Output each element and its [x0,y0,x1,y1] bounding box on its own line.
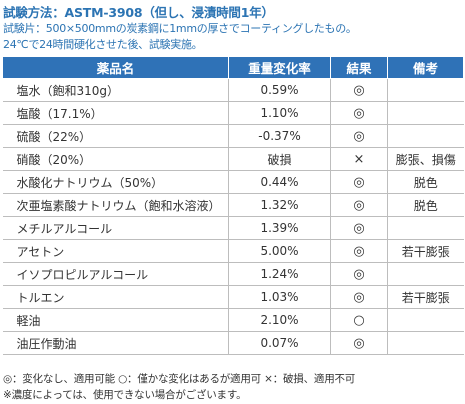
result-cell: ◎ [330,285,388,309]
weight-change-cell: 0.07% [228,331,331,355]
chemical-name-cell: 軽油 [2,308,229,332]
weight-change-cell: 1.03% [228,285,331,309]
remarks-cell: 脱色 [387,193,464,217]
weight-change-cell: 1.39% [228,216,331,240]
result-cell: ◎ [330,239,388,263]
remarks-cell [387,101,464,125]
remarks-cell [387,124,464,148]
weight-change-cell: 0.44% [228,170,331,194]
chemical-name-cell: イソプロピルアルコール [2,262,229,286]
weight-change-cell: 破損 [228,147,331,171]
chemical-name-cell: トルエン [2,285,229,309]
chemical-name-cell: 塩酸（17.1%） [2,101,229,125]
chemical-name-cell: アセトン [2,239,229,263]
table-row: 硫酸（22%） -0.37% ◎ [2,124,464,148]
column-header-weight-change: 重量変化率 [228,56,331,79]
table-row: 水酸化ナトリウム（50%） 0.44% ◎ 脱色 [2,170,464,194]
remarks-cell [387,331,464,355]
table-body: 塩水（飽和310g） 0.59% ◎ 塩酸（17.1%） 1.10% ◎ 硫酸（22%） -0… [2,78,464,355]
table-row: イソプロピルアルコール 1.24% ◎ [2,262,464,286]
column-header-result: 結果 [330,56,388,79]
chemical-name-cell: 油圧作動油 [2,331,229,355]
weight-change-cell: -0.37% [228,124,331,148]
chemical-resistance-table: 薬品名 重量変化率 結果 備考 塩水（飽和310g） 0.59% ◎ 塩酸（17.1%… [2,56,464,355]
chemical-name-cell: 硝酸（20%） [2,147,229,171]
chemical-name-cell: 次亜塩素酸ナトリウム（飽和水溶液） [2,193,229,217]
column-header-chemical: 薬品名 [2,56,229,79]
result-cell: ◎ [330,170,388,194]
result-legend: ◎：変化なし、適用可能 ○：僅かな変化はあるが適用可 ×：破損、適用不可 [3,373,356,385]
result-cell: ◎ [330,262,388,286]
column-header-remarks: 備考 [387,56,464,79]
weight-change-cell: 1.10% [228,101,331,125]
table-row: トルエン 1.03% ◎ 若干膨張 [2,285,464,309]
result-cell: ◎ [330,216,388,240]
result-cell: ○ [330,308,388,332]
result-cell: ◎ [330,331,388,355]
result-cell: ◎ [330,78,388,102]
weight-change-cell: 5.00% [228,239,331,263]
remarks-cell: 若干膨張 [387,285,464,309]
test-method-title: 試験方法：ASTM-3908（但し、浸漬時間1年） [3,5,274,20]
chemical-name-cell: 硫酸（22%） [2,124,229,148]
table-row: 軽油 2.10% ○ [2,308,464,332]
result-cell: ◎ [330,101,388,125]
chemical-name-cell: 塩水（飽和310g） [2,78,229,102]
table-row: 塩水（飽和310g） 0.59% ◎ [2,78,464,102]
table-row: メチルアルコール 1.39% ◎ [2,216,464,240]
remarks-cell: 脱色 [387,170,464,194]
table-row: アセトン 5.00% ◎ 若干膨張 [2,239,464,263]
result-cell: ◎ [330,193,388,217]
remarks-cell: 若干膨張 [387,239,464,263]
specimen-description: 試験片：500×500mmの炭素鋼に1mmの厚さでコーティングしたもの。 [3,22,357,35]
table-header-row: 薬品名 重量変化率 結果 備考 [2,56,464,79]
remarks-cell [387,308,464,332]
result-cell: ◎ [330,124,388,148]
table-row: 塩酸（17.1%） 1.10% ◎ [2,101,464,125]
table-row: 次亜塩素酸ナトリウム（飽和水溶液） 1.32% ◎ 脱色 [2,193,464,217]
remarks-cell [387,78,464,102]
weight-change-cell: 2.10% [228,308,331,332]
weight-change-cell: 1.24% [228,262,331,286]
result-cell: × [330,147,388,171]
table-row: 油圧作動油 0.07% ◎ [2,331,464,355]
remarks-cell: 膨張、損傷 [387,147,464,171]
chemical-name-cell: メチルアルコール [2,216,229,240]
concentration-note: ※濃度によっては、使用できない場合がございます。 [3,389,247,401]
chemical-name-cell: 水酸化ナトリウム（50%） [2,170,229,194]
table-row: 硝酸（20%） 破損 × 膨張、損傷 [2,147,464,171]
weight-change-cell: 1.32% [228,193,331,217]
remarks-cell [387,262,464,286]
weight-change-cell: 0.59% [228,78,331,102]
curing-description: 24℃で24時間硬化させた後、試験実施。 [3,38,203,51]
remarks-cell [387,216,464,240]
